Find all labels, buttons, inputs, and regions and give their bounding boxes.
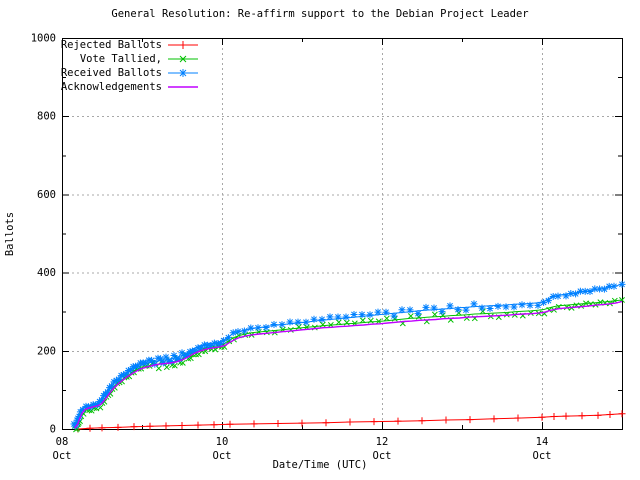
legend-line-sample-icon [168,69,198,77]
legend-item-vote-tallied: Vote Tallied, [50,52,200,66]
svg-text:0: 0 [50,424,56,436]
svg-text:10: 10 [216,436,229,448]
svg-text:14: 14 [536,436,549,448]
chart-title: General Resolution: Re-affirm support to… [111,8,529,20]
legend-item-rejected-ballots: Rejected Ballots [50,38,200,52]
svg-text:12: 12 [376,436,389,448]
x-axis-label: Date/Time (UTC) [272,459,368,471]
legend-label: Vote Tallied, [79,53,162,65]
legend-line-sample-icon [168,55,198,63]
legend-item-received-ballots: Received Ballots [50,66,200,80]
svg-text:200: 200 [37,345,56,357]
svg-text:08: 08 [56,436,69,448]
svg-text:Oct: Oct [533,450,552,462]
svg-text:400: 400 [37,267,56,279]
svg-text:Oct: Oct [213,450,232,462]
legend-label: Rejected Ballots [60,39,162,51]
legend: Rejected Ballots Vote Tallied, Received … [50,38,200,94]
legend-line-sample-icon [168,41,198,49]
svg-text:Oct: Oct [373,450,392,462]
svg-text:1000: 1000 [31,33,56,45]
svg-text:800: 800 [37,111,56,123]
legend-label: Received Ballots [60,67,162,79]
svg-text:600: 600 [37,189,56,201]
legend-label: Acknowledgements [60,81,162,93]
legend-line-sample-icon [168,86,198,88]
legend-item-acknowledgements: Acknowledgements [50,80,200,94]
svg-text:Oct: Oct [53,450,72,462]
